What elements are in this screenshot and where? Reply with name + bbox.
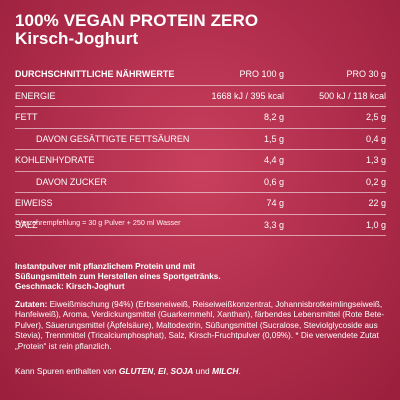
nutrient-label: EIWEISS [15, 198, 53, 208]
product-title: 100% VEGAN PROTEIN ZERO Kirsch-Joghurt [15, 12, 258, 48]
nutrition-row: DAVON ZUCKER 0,6 g 0,2 g [15, 172, 386, 193]
nutrient-value-per-100g: 1,5 g [263, 133, 284, 144]
allergen-ei: EI [157, 366, 166, 376]
allergen-sep2: , [165, 366, 171, 376]
nutrition-row: SALZ 3,3 g 1,0 g [15, 215, 386, 236]
nutrient-value-per-30g: 1,0 g [365, 219, 386, 230]
nutrient-value-per-100g: 74 g [266, 198, 284, 208]
nutrition-row: EIWEISS 74 g 22 g [15, 193, 386, 215]
ingredients-text: Zutaten: Eiweißmischung (94%) (Erbseneiw… [15, 300, 387, 352]
nutrient-value-per-100g: 3,3 g [263, 219, 284, 230]
nutrition-row: DAVON GESÄTTIGTE FETTSÄUREN 1,5 g 0,4 g [15, 129, 386, 150]
description-line3: Geschmack: Kirsch-Joghurt [15, 282, 125, 291]
nutrient-value-per-30g: 500 kJ / 118 kcal [319, 90, 386, 101]
header-col-per-100g: PRO 100 g [239, 69, 284, 79]
nutrient-label: KOHLENHYDRATE [15, 155, 95, 165]
product-title-line1: 100% VEGAN PROTEIN ZERO [15, 11, 259, 30]
nutrient-value-per-100g: 4,4 g [263, 155, 284, 165]
description-line1: Instantpulver mit pflanzlichem Protein u… [15, 262, 196, 271]
nutrient-value-per-30g: 1,3 g [365, 155, 386, 165]
nutrient-label: FETT [15, 112, 38, 122]
ingredients-label: Zutaten: [15, 300, 48, 309]
description-line2: Süßungsmitteln zum Herstellen eines Spor… [15, 272, 221, 281]
allergen-sep3: und [193, 366, 212, 376]
ingredients-body: Eiweißmischung (94%) (Erbseneiweiß, Reis… [15, 300, 385, 351]
nutrient-value-per-30g: 2,5 g [365, 112, 386, 122]
nutrient-value-per-30g: 0,2 g [365, 176, 386, 187]
product-description: Instantpulver mit pflanzlichem Protein u… [15, 262, 387, 292]
nutrition-row: KOHLENHYDRATE 4,4 g 1,3 g [15, 150, 386, 172]
nutrition-table: DURCHSCHNITTLICHE NÄHRWERTE PRO 100 g PR… [15, 64, 386, 236]
allergen-notice: Kann Spuren enthalten von GLUTEN, EI, SO… [15, 366, 387, 376]
nutrient-label: SALZ [15, 219, 38, 230]
allergen-soja: SOJA [170, 366, 194, 376]
allergen-gluten: GLUTEN [118, 366, 154, 376]
allergen-milch: MILCH [211, 366, 239, 376]
nutrition-row: ENERGIE 1668 kJ / 395 kcal 500 kJ / 118 kc… [15, 86, 386, 107]
header-label: DURCHSCHNITTLICHE NÄHRWERTE [15, 69, 175, 79]
nutrient-label: DAVON GESÄTTIGTE FETTSÄUREN [36, 133, 190, 144]
product-title-line2: Kirsch-Joghurt [15, 29, 139, 48]
nutrient-value-per-100g: 0,6 g [263, 176, 284, 187]
allergen-prefix: Kann Spuren enthalten von [15, 366, 119, 376]
header-col-per-30g: PRO 30 g [346, 69, 386, 79]
nutrition-row: FETT 8,2 g 2,5 g [15, 107, 386, 129]
nutrient-label: ENERGIE [15, 90, 56, 101]
nutrient-value-per-30g: 22 g [368, 198, 386, 208]
serving-footnote: *Verzehrempfehlung = 30 g Pulver + 250 m… [15, 218, 181, 227]
nutrient-value-per-100g: 1668 kJ / 395 kcal [211, 90, 284, 101]
allergen-sep1: , [153, 366, 158, 376]
nutrient-label: DAVON ZUCKER [36, 176, 107, 187]
nutrition-table-header: DURCHSCHNITTLICHE NÄHRWERTE PRO 100 g PR… [15, 64, 386, 86]
allergen-suffix: . [238, 366, 241, 376]
nutrient-value-per-100g: 8,2 g [263, 112, 284, 122]
nutrient-value-per-30g: 0,4 g [365, 133, 386, 144]
